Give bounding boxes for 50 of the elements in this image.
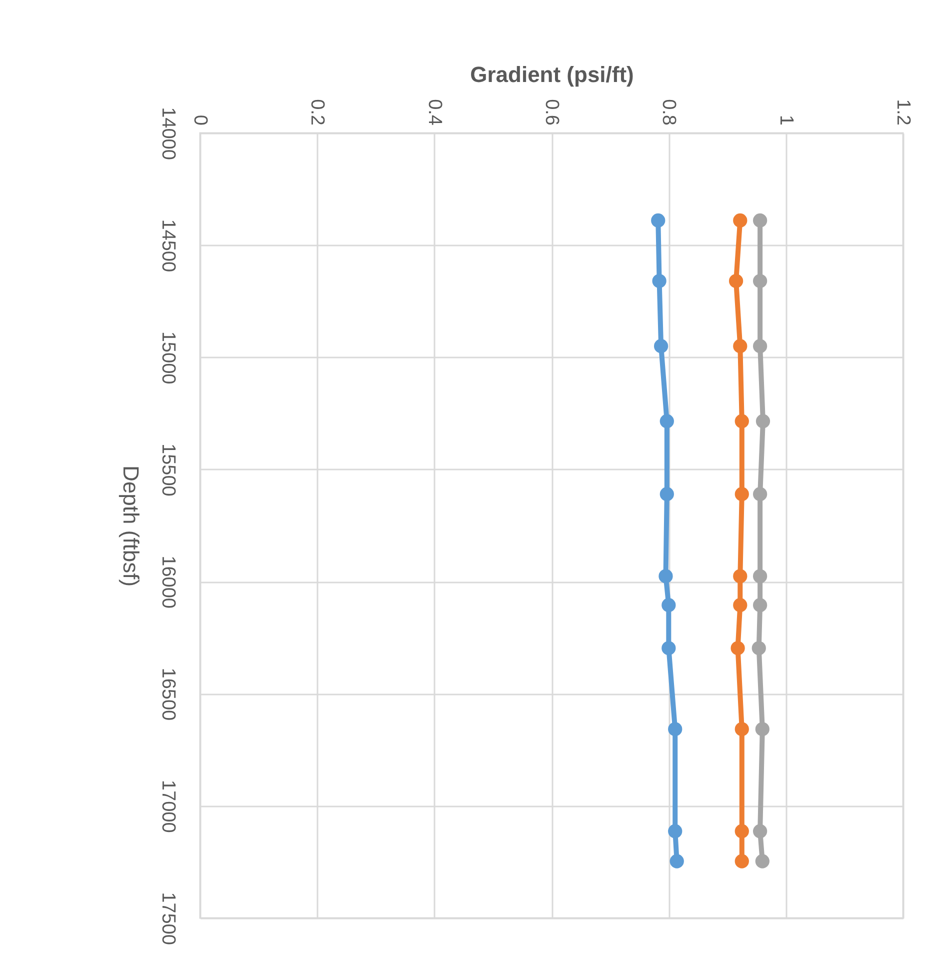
y-tick-label: 16000 xyxy=(158,556,178,608)
x-tick-label: 0.4 xyxy=(424,99,445,126)
point xyxy=(755,854,770,868)
x-tick-label: 0.2 xyxy=(306,99,328,126)
point xyxy=(752,824,768,838)
point xyxy=(752,487,768,502)
point xyxy=(734,824,749,838)
point xyxy=(670,854,684,868)
point xyxy=(733,339,748,354)
x-tick-label: 1.2 xyxy=(892,99,914,126)
y-tick-label: 17500 xyxy=(158,892,178,945)
point xyxy=(752,569,768,584)
x-tick-label: 1 xyxy=(775,114,796,126)
x-tick-label: 0 xyxy=(190,114,210,126)
point xyxy=(755,722,770,736)
point xyxy=(733,569,748,584)
point xyxy=(651,213,666,228)
point xyxy=(662,641,676,656)
y-tick-label: 15000 xyxy=(158,331,178,384)
point xyxy=(752,339,768,354)
point xyxy=(752,274,768,288)
point xyxy=(734,722,749,736)
point xyxy=(734,854,749,868)
point xyxy=(668,722,682,736)
point xyxy=(734,414,749,428)
x-axis-title: Gradient (psi/ft) xyxy=(470,62,634,88)
x-tick-label: 0.6 xyxy=(541,99,562,126)
point xyxy=(730,641,745,656)
point xyxy=(662,598,676,612)
point xyxy=(660,414,674,428)
point xyxy=(752,213,768,228)
point xyxy=(752,641,766,656)
point xyxy=(756,414,770,428)
point xyxy=(752,598,768,612)
point xyxy=(728,274,744,288)
point xyxy=(654,339,668,354)
point xyxy=(733,213,748,228)
point xyxy=(733,598,748,612)
y-tick-label: 14500 xyxy=(158,219,178,272)
y-axis-title: Depth (ftbsf) xyxy=(118,465,144,587)
y-tick-label: 15500 xyxy=(158,444,178,496)
y-tick-label: 16500 xyxy=(158,668,178,721)
point xyxy=(660,487,674,502)
point xyxy=(658,569,673,584)
point xyxy=(668,824,682,838)
point xyxy=(652,274,666,288)
point xyxy=(734,487,749,502)
x-tick-label: 0.8 xyxy=(658,99,680,126)
y-tick-label: 14000 xyxy=(158,107,178,160)
y-tick-label: 17000 xyxy=(158,780,178,833)
